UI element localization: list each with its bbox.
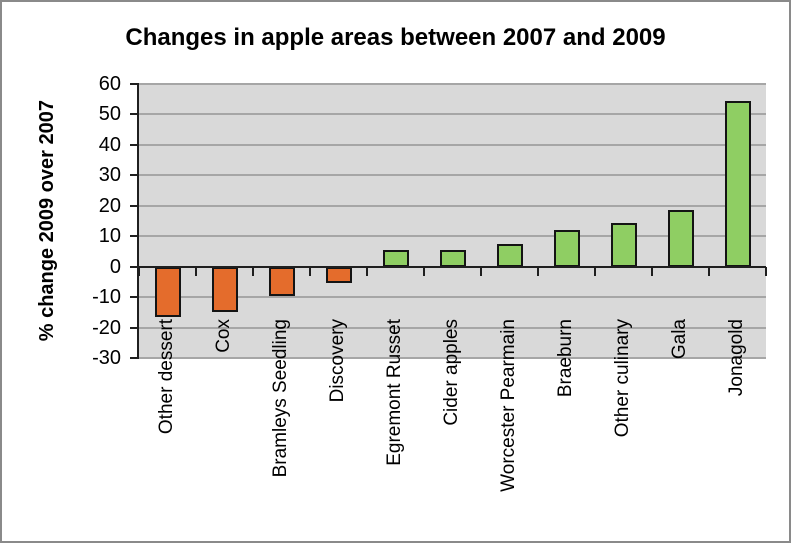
x-label-cell-10: Jonagold <box>709 319 766 519</box>
y-tick-label-40: 40 <box>98 133 121 156</box>
bar-egremont-russet <box>382 249 409 267</box>
gridline--20 <box>139 326 766 329</box>
x-label-discovery: Discovery <box>327 319 349 403</box>
gridline-50 <box>139 113 766 116</box>
x-tick-0 <box>138 266 140 276</box>
y-axis-line <box>137 84 139 358</box>
bar-jonagold <box>724 100 751 267</box>
x-label-cell-9: Gala <box>652 319 709 519</box>
x-tick-10 <box>708 266 710 276</box>
y-tick-30 <box>130 174 139 177</box>
y-tick-label--30: -30 <box>92 347 121 369</box>
x-label-worcester-pearmain: Worcester Pearmain <box>498 319 520 492</box>
y-tick-60 <box>130 83 139 85</box>
bar-other-dessert <box>154 266 181 317</box>
x-label-cox: Cox <box>213 319 235 353</box>
x-tick-5 <box>423 266 425 276</box>
x-label-cell-4: Egremont Russet <box>367 319 424 519</box>
x-tick-11 <box>765 266 767 276</box>
x-label-bramleys-seedling: Bramleys Seedling <box>270 319 292 478</box>
bar-gala <box>667 210 694 267</box>
x-tick-9 <box>651 266 653 276</box>
x-label-cell-7: Braeburn <box>538 319 595 519</box>
y-tick-label--10: -10 <box>92 286 121 309</box>
y-tick-label-20: 20 <box>98 194 121 217</box>
x-label-braeburn: Braeburn <box>555 319 577 398</box>
x-label-gala: Gala <box>669 319 691 360</box>
x-tick-1 <box>195 266 197 276</box>
bar-cider-apples <box>439 249 466 267</box>
x-tick-6 <box>480 266 482 276</box>
chart-title: Changes in apple areas between 2007 and … <box>125 24 666 51</box>
y-tick-10 <box>130 235 139 238</box>
bar-worcester-pearmain <box>496 243 523 267</box>
y-tick-40 <box>130 143 139 146</box>
y-tick-label-50: 50 <box>98 103 121 126</box>
y-tick-20 <box>130 204 139 207</box>
bar-bramleys-seedling <box>268 266 295 296</box>
gridline-10 <box>139 235 766 238</box>
x-tick-8 <box>594 266 596 276</box>
bar-discovery <box>325 266 352 284</box>
x-tick-3 <box>309 266 311 276</box>
x-label-cider-apples: Cider apples <box>441 319 463 426</box>
x-label-cell-8: Other culinary <box>595 319 652 519</box>
bar-cox <box>211 266 238 313</box>
x-label-other-culinary: Other culinary <box>612 319 634 438</box>
y-tick--30 <box>130 357 139 359</box>
x-tick-4 <box>366 266 368 276</box>
y-tick-label-0: 0 <box>109 255 121 278</box>
x-label-cell-5: Cider apples <box>424 319 481 519</box>
y-axis-title-wrap: % change 2009 over 2007 <box>32 84 62 358</box>
x-axis-line <box>139 265 766 268</box>
x-label-jonagold: Jonagold <box>726 319 748 397</box>
gridline-40 <box>139 143 766 146</box>
x-label-cell-0: Other dessert <box>139 319 196 519</box>
y-tick--10 <box>130 296 139 299</box>
gridline--30 <box>139 357 766 359</box>
y-tick--20 <box>130 326 139 329</box>
plot-area <box>139 83 766 359</box>
x-label-cell-2: Bramleys Seedling <box>253 319 310 519</box>
gridline-20 <box>139 204 766 207</box>
y-tick-label-10: 10 <box>98 225 121 248</box>
gridline-30 <box>139 174 766 177</box>
y-tick-label-60: 60 <box>98 73 121 95</box>
bar-other-culinary <box>610 222 637 267</box>
x-label-other-dessert: Other dessert <box>156 319 178 435</box>
x-tick-7 <box>537 266 539 276</box>
x-label-cell-1: Cox <box>196 319 253 519</box>
y-axis-title: % change 2009 over 2007 <box>36 100 58 342</box>
y-tick-label-30: 30 <box>98 164 121 187</box>
x-label-egremont-russet: Egremont Russet <box>384 319 406 466</box>
x-tick-2 <box>252 266 254 276</box>
x-label-cell-3: Discovery <box>310 319 367 519</box>
gridline--10 <box>139 296 766 299</box>
y-tick-0 <box>130 265 139 268</box>
bar-braeburn <box>553 230 580 267</box>
y-tick-50 <box>130 113 139 116</box>
x-label-cell-6: Worcester Pearmain <box>481 319 538 519</box>
y-tick-label--20: -20 <box>92 316 121 339</box>
gridline-60 <box>139 83 766 85</box>
